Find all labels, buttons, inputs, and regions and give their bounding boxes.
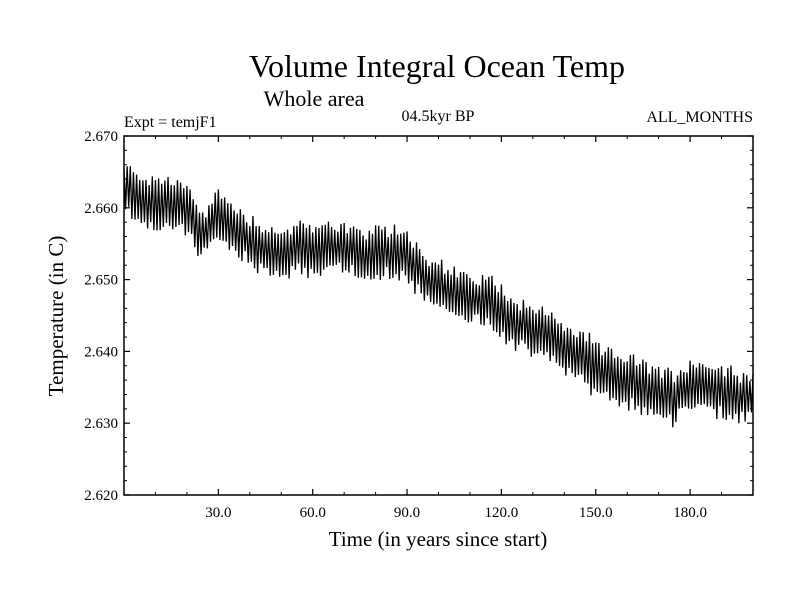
series-group [123,166,754,428]
x-tick-label: 150.0 [579,505,613,521]
x-tick-label: 120.0 [485,505,519,521]
x-tick-label: 90.0 [394,505,420,521]
series-line [123,166,754,428]
period-label: 04.5kyr BP [402,108,475,125]
x-tick-label: 30.0 [205,505,231,521]
y-tick-label: 2.650 [84,273,118,289]
x-tick-label: 60.0 [300,505,326,521]
y-tick-label: 2.670 [84,129,118,145]
y-axis-label: Temperature (in C) [44,236,68,397]
chart-title: Volume Integral Ocean Temp [249,48,625,84]
x-tick-label: 180.0 [673,505,707,521]
x-axis-label: Time (in years since start) [329,527,548,551]
plot-frame [123,135,754,496]
y-tick-label: 2.630 [84,416,118,432]
y-tick-label: 2.620 [84,488,118,504]
y-tick-label: 2.660 [84,201,118,217]
ticks-group: 30.0 60.0 90.0 120.0 150.0 180.0 2.620 2.630 2.6… [84,129,753,521]
months-label: ALL_MONTHS [646,109,753,126]
y-tick-label: 2.640 [84,344,118,360]
experiment-label: Expt = temjF1 [124,114,217,131]
chart-subtitle: Whole area [264,86,365,111]
